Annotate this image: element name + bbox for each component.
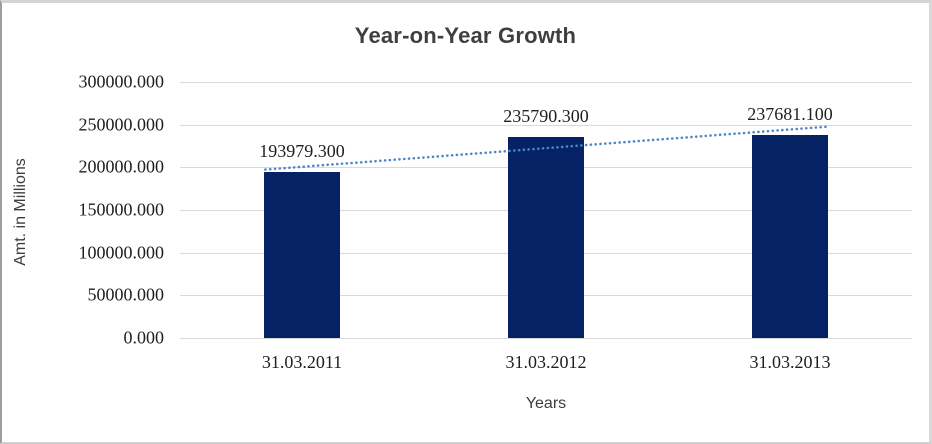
- chart-title: Year-on-Year Growth: [354, 23, 577, 48]
- x-tick-label: 31.03.2011: [261, 352, 343, 372]
- y-tick-label: 300000.000: [78, 71, 165, 92]
- y-tick-label: 200000.000: [78, 156, 165, 177]
- gridline: [180, 338, 912, 339]
- x-axis-title: Years: [525, 395, 567, 412]
- x-tick-label: 31.03.2012: [505, 352, 587, 372]
- y-axis-tick-labels: 0.000 50000.000 100000.000 150000.000 200000…: [2, 72, 165, 348]
- bar-data-label: 237681.100: [747, 104, 833, 125]
- y-tick-label: 150000.000: [78, 199, 165, 220]
- y-tick-label: 50000.000: [87, 284, 165, 305]
- plot-area: [180, 82, 912, 339]
- x-tick-label: 31.03.2013: [749, 352, 831, 372]
- gridline: [180, 124, 912, 126]
- bar-31.03.2013: [752, 135, 828, 338]
- y-tick-label: 0.000: [123, 327, 165, 348]
- bar-31.03.2012: [508, 136, 584, 338]
- bar-31.03.2011: [264, 172, 340, 338]
- y-tick-label: 100000.000: [78, 242, 165, 263]
- bar-data-label: 235790.300: [503, 105, 589, 126]
- bar-data-label: 193979.300: [259, 141, 345, 162]
- gridline: [180, 82, 912, 83]
- y-tick-label: 250000.000: [78, 114, 165, 135]
